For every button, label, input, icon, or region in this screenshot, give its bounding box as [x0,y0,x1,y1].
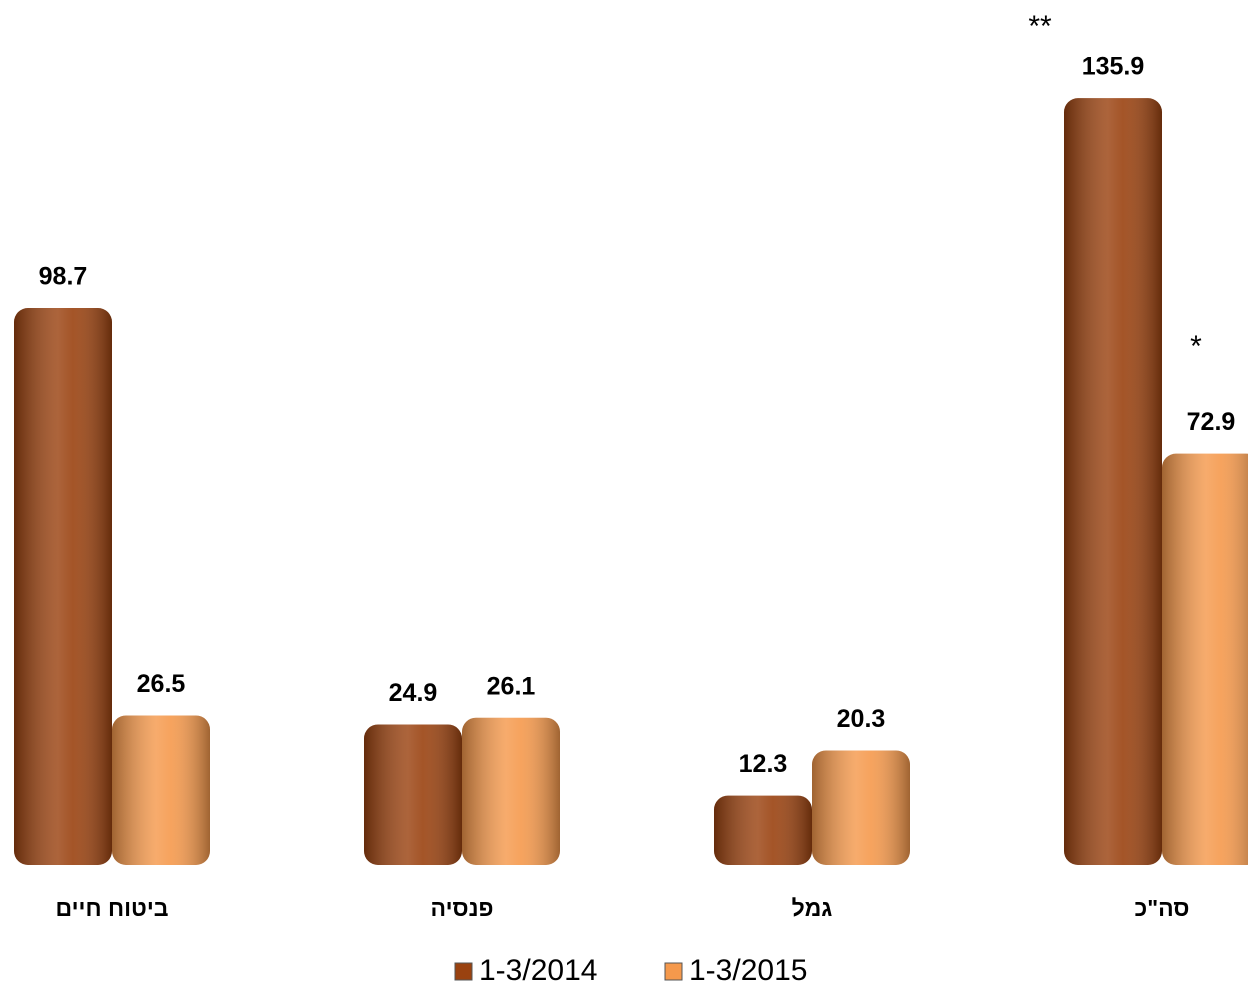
bar-shading [714,795,812,865]
value-label: 135.9 [1082,53,1145,81]
x-tick-label: גמל [792,895,833,921]
legend-swatch [454,962,473,981]
bar-shading [1162,453,1248,865]
legend-label: 1-3/2015 [689,954,807,987]
bar-shading [364,724,462,865]
bar-shading [112,715,210,865]
value-label: 26.1 [487,672,536,700]
annotation: * [1190,330,1202,363]
bar-shading [462,717,560,865]
value-label: 12.3 [739,750,788,778]
legend-swatch [664,962,683,981]
annotation: ** [1028,10,1052,43]
legend-label: 1-3/2014 [479,954,597,987]
value-label: 98.7 [39,263,88,291]
x-tick-label: ביטוח חיים [55,895,168,921]
bar-shading [1064,98,1162,865]
x-tick-label: פנסיה [431,895,494,921]
value-label: 72.9 [1187,408,1236,436]
value-label: 20.3 [837,705,886,733]
bar-shading [812,750,910,865]
bar-shading [14,308,112,865]
value-label: 24.9 [389,679,438,707]
value-label: 26.5 [137,670,186,698]
x-tick-label: סה"כ [1134,895,1189,921]
